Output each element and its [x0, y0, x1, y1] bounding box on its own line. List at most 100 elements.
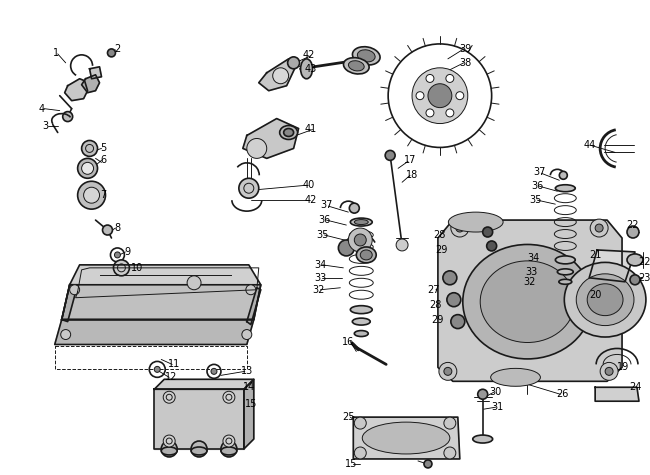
Circle shape — [444, 367, 452, 375]
Circle shape — [288, 57, 300, 69]
Ellipse shape — [448, 212, 503, 232]
Circle shape — [247, 139, 266, 158]
Circle shape — [439, 362, 457, 380]
Ellipse shape — [352, 318, 370, 325]
Text: 36: 36 — [531, 181, 543, 191]
Ellipse shape — [360, 250, 372, 260]
Text: 44: 44 — [583, 141, 595, 151]
Text: 4: 4 — [39, 104, 45, 114]
Text: 22: 22 — [627, 220, 639, 230]
Polygon shape — [243, 119, 298, 158]
Ellipse shape — [161, 447, 177, 455]
Text: 12: 12 — [165, 372, 177, 382]
Circle shape — [354, 447, 366, 459]
Text: 23: 23 — [639, 273, 650, 283]
Polygon shape — [55, 320, 254, 344]
Circle shape — [187, 276, 201, 290]
Ellipse shape — [343, 57, 369, 74]
Text: 35: 35 — [317, 230, 329, 240]
Polygon shape — [62, 285, 261, 320]
Text: 13: 13 — [240, 366, 253, 376]
Polygon shape — [438, 220, 622, 381]
Circle shape — [114, 252, 120, 258]
Text: 11: 11 — [168, 360, 180, 370]
Circle shape — [428, 84, 452, 108]
Circle shape — [163, 391, 175, 403]
Text: 15: 15 — [345, 459, 358, 469]
Circle shape — [412, 68, 468, 124]
Circle shape — [211, 369, 217, 374]
Text: 34: 34 — [527, 253, 540, 263]
Text: 42: 42 — [302, 50, 315, 60]
Circle shape — [82, 141, 98, 156]
Circle shape — [478, 390, 488, 399]
Circle shape — [191, 441, 207, 457]
Text: 32: 32 — [523, 277, 536, 287]
Circle shape — [451, 219, 469, 237]
Circle shape — [444, 447, 456, 459]
Text: 42: 42 — [304, 195, 317, 205]
Text: 41: 41 — [304, 124, 317, 133]
Text: 30: 30 — [489, 387, 502, 397]
Circle shape — [221, 441, 237, 457]
Text: 26: 26 — [556, 389, 569, 399]
Ellipse shape — [480, 261, 575, 342]
Circle shape — [446, 75, 454, 83]
Polygon shape — [65, 79, 88, 101]
Ellipse shape — [362, 422, 450, 454]
Polygon shape — [154, 380, 254, 390]
Circle shape — [451, 314, 465, 329]
Circle shape — [416, 92, 424, 100]
Text: 8: 8 — [114, 223, 120, 233]
Circle shape — [446, 109, 454, 117]
Ellipse shape — [559, 279, 572, 284]
Ellipse shape — [358, 50, 375, 62]
Text: 38: 38 — [460, 58, 472, 68]
Text: 27: 27 — [428, 285, 440, 295]
Circle shape — [77, 181, 105, 209]
Text: 37: 37 — [533, 167, 545, 177]
Circle shape — [223, 435, 235, 447]
Polygon shape — [62, 285, 77, 322]
Polygon shape — [82, 75, 99, 93]
Circle shape — [70, 285, 79, 294]
Polygon shape — [62, 265, 261, 320]
Circle shape — [348, 228, 372, 252]
Circle shape — [161, 441, 177, 457]
Text: 6: 6 — [101, 155, 107, 165]
Polygon shape — [154, 390, 244, 449]
Ellipse shape — [350, 218, 372, 226]
Ellipse shape — [280, 125, 298, 140]
Text: 25: 25 — [342, 412, 355, 422]
Text: 33: 33 — [525, 267, 538, 277]
Circle shape — [590, 219, 608, 237]
Circle shape — [77, 158, 98, 178]
Circle shape — [103, 225, 112, 235]
Text: 28: 28 — [430, 300, 442, 310]
Ellipse shape — [352, 47, 380, 65]
Text: 28: 28 — [434, 230, 446, 240]
Text: 20: 20 — [589, 290, 601, 300]
Ellipse shape — [354, 219, 369, 225]
Circle shape — [385, 151, 395, 161]
Text: 39: 39 — [460, 44, 472, 54]
Circle shape — [426, 75, 434, 83]
Circle shape — [600, 362, 618, 380]
Circle shape — [354, 417, 366, 429]
Ellipse shape — [555, 185, 575, 192]
Polygon shape — [589, 250, 635, 282]
Ellipse shape — [491, 369, 540, 386]
Circle shape — [426, 109, 434, 117]
Text: 2: 2 — [114, 44, 120, 54]
Circle shape — [60, 330, 71, 340]
Circle shape — [627, 226, 639, 238]
Text: 3: 3 — [43, 121, 49, 131]
Text: 22: 22 — [639, 257, 650, 267]
Text: 36: 36 — [318, 215, 331, 225]
Circle shape — [223, 391, 235, 403]
Ellipse shape — [354, 331, 369, 336]
Circle shape — [154, 366, 161, 372]
Ellipse shape — [557, 269, 573, 275]
Circle shape — [630, 275, 640, 285]
Polygon shape — [244, 380, 254, 449]
